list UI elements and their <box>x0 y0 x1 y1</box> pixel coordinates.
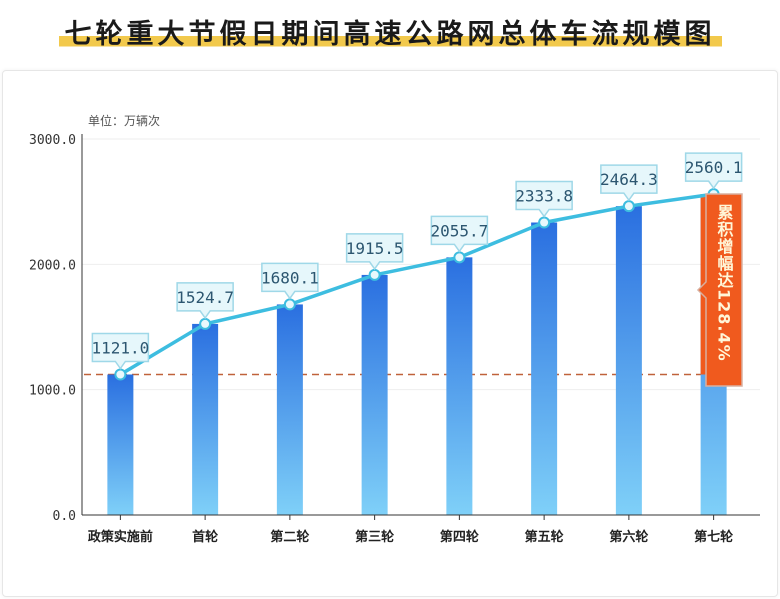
data-point <box>368 268 381 281</box>
value-callout <box>261 262 319 300</box>
bar <box>446 257 473 515</box>
unit-label: 单位：万辆次 <box>88 113 160 128</box>
y-tick-label: 3000.0 <box>29 133 76 148</box>
annotation-box <box>696 193 743 387</box>
trend-line <box>119 192 714 377</box>
value-label: 2464.3 <box>600 170 658 189</box>
value-callout <box>430 215 489 253</box>
data-point <box>453 251 466 264</box>
value-callout <box>684 152 743 190</box>
x-tick-label: 政策实施前 <box>88 529 153 545</box>
data-point <box>283 298 296 311</box>
value-callout <box>176 282 234 320</box>
x-tick-label: 第五轮 <box>525 529 564 545</box>
value-label: 1680.1 <box>261 268 319 287</box>
value-label: 2055.7 <box>430 221 488 240</box>
bar <box>192 323 219 515</box>
value-label: 1524.7 <box>176 288 234 307</box>
x-tick-label: 第四轮 <box>440 529 479 545</box>
title-container: 七轮重大节假日期间高速公路网总体车流规模图 <box>0 12 780 51</box>
x-tick-label: 第六轮 <box>609 529 648 545</box>
value-label: 1121.0 <box>91 339 149 358</box>
value-callout <box>515 180 573 218</box>
bar <box>615 206 642 516</box>
page-title: 七轮重大节假日期间高速公路网总体车流规模图 <box>58 12 722 51</box>
bar <box>361 274 388 515</box>
bar <box>276 304 303 515</box>
y-tick-label: 1000.0 <box>29 384 76 399</box>
value-label: 1915.5 <box>346 239 404 258</box>
value-callout <box>91 332 150 370</box>
data-point <box>622 200 635 213</box>
value-callout <box>600 164 658 202</box>
y-tick-label: 2000.0 <box>29 258 76 273</box>
x-tick-label: 首轮 <box>192 529 218 545</box>
data-point <box>199 317 212 330</box>
value-callout <box>345 233 404 271</box>
value-label: 2560.1 <box>685 158 743 177</box>
bar <box>531 222 558 515</box>
y-tick-label: 0.0 <box>53 509 76 524</box>
chart-frame <box>2 70 778 597</box>
value-label: 2333.8 <box>515 186 573 205</box>
x-tick-label: 第七轮 <box>694 529 733 545</box>
data-point <box>114 368 127 381</box>
data-point <box>538 216 551 229</box>
x-tick-label: 第二轮 <box>270 529 309 545</box>
growth-annotation: 累积增幅达128.4% <box>715 204 734 362</box>
bar <box>107 374 134 515</box>
x-tick-label: 第三轮 <box>355 529 394 545</box>
